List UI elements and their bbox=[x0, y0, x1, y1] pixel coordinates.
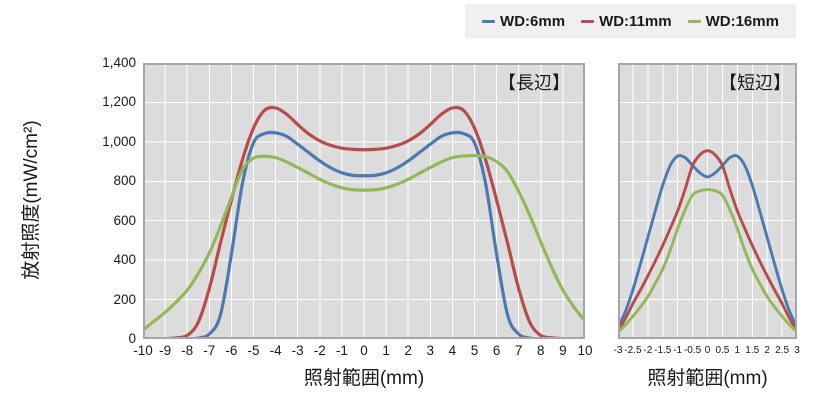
x-tick-label: 5 bbox=[470, 343, 479, 358]
x-tick-label: 1 bbox=[382, 343, 390, 358]
series-WD:16mm bbox=[143, 154, 585, 332]
x-tick-label: 7 bbox=[514, 343, 523, 358]
x-tick-label: -0.5 bbox=[683, 345, 702, 356]
x-tick-label: -8 bbox=[181, 343, 194, 358]
x-axis-title-long: 照射範囲(mm) bbox=[303, 368, 425, 389]
y-tick-label: 0 bbox=[128, 331, 136, 346]
x-tick-label: -2 bbox=[643, 345, 653, 356]
x-tick-label: -1 bbox=[335, 343, 348, 358]
y-tick-label: 200 bbox=[113, 291, 136, 307]
y-axis-title: 放射照度(mW/cm²) bbox=[21, 120, 42, 280]
x-tick-label: -1 bbox=[673, 345, 683, 356]
y-tick-label: 1,000 bbox=[102, 133, 136, 149]
x-tick-label: -3 bbox=[613, 345, 623, 356]
x-tick-label: 3 bbox=[426, 343, 435, 358]
x-tick-label: 4 bbox=[448, 343, 457, 358]
x-tick-label: -10 bbox=[133, 343, 153, 358]
x-tick-label: 1.5 bbox=[745, 345, 760, 356]
short-side-chart bbox=[618, 63, 797, 339]
x-tick-label: 2 bbox=[764, 345, 770, 356]
x-tick-label: 1 bbox=[734, 345, 741, 356]
chart-legend: WD:6mm WD:11mm WD:16mm bbox=[465, 4, 796, 38]
panel-title-long-side: 【長辺】 bbox=[498, 73, 570, 93]
y-tick-label: 400 bbox=[113, 252, 136, 268]
panel-title-short-side: 【短辺】 bbox=[719, 73, 791, 93]
series-WD:11mm bbox=[143, 105, 585, 339]
legend-label: WD:11mm bbox=[599, 12, 672, 30]
x-tick-label: -2.5 bbox=[624, 345, 642, 356]
y-tick-label: 1,200 bbox=[102, 94, 136, 110]
x-axis-title-short: 照射範囲(mm) bbox=[647, 368, 768, 389]
legend-label: WD:16mm bbox=[705, 12, 779, 30]
series-lines bbox=[618, 149, 797, 334]
legend-dash-icon bbox=[581, 19, 595, 23]
series-WD:6mm bbox=[618, 154, 797, 329]
x-tick-label: 0.5 bbox=[715, 345, 730, 356]
legend-item-wd11: WD:11mm bbox=[581, 13, 672, 30]
x-tick-label: 3 bbox=[794, 345, 800, 356]
x-tick-label: -9 bbox=[159, 343, 172, 358]
series-WD:16mm bbox=[618, 188, 797, 334]
x-tick-label: -5 bbox=[247, 343, 260, 358]
x-tick-label: -3 bbox=[291, 343, 304, 358]
x-tick-label: 0 bbox=[704, 345, 711, 356]
x-tick-label: 8 bbox=[537, 343, 545, 358]
x-tick-label: 10 bbox=[577, 343, 593, 358]
x-tick-label: 0 bbox=[360, 343, 368, 358]
x-tick-label: -2 bbox=[313, 343, 326, 358]
legend-item-wd16: WD:16mm bbox=[687, 12, 779, 30]
x-tick-label: 2.5 bbox=[775, 345, 790, 356]
y-tick-label: 1,400 bbox=[102, 55, 136, 70]
x-tick-label: 2 bbox=[404, 343, 412, 358]
series-WD:6mm bbox=[143, 130, 585, 339]
legend-dash-icon bbox=[687, 19, 701, 23]
x-tick-label: -4 bbox=[269, 343, 282, 358]
gridlines bbox=[618, 63, 797, 339]
series-lines bbox=[143, 105, 585, 339]
y-tick-label: 600 bbox=[113, 212, 136, 228]
legend-item-wd6: WD:6mm bbox=[482, 13, 565, 30]
x-tick-label: 6 bbox=[492, 343, 501, 358]
y-tick-label: 800 bbox=[113, 173, 136, 189]
x-tick-label: -1.5 bbox=[654, 345, 672, 356]
x-tick-label: 9 bbox=[559, 343, 567, 358]
legend-label: WD:6mm bbox=[500, 12, 566, 30]
x-tick-label: -6 bbox=[225, 343, 238, 358]
series-WD:11mm bbox=[618, 149, 797, 333]
legend-dash-icon bbox=[482, 19, 496, 23]
x-tick-label: -7 bbox=[203, 343, 216, 358]
gridlines bbox=[143, 63, 585, 339]
long-side-chart bbox=[143, 63, 585, 339]
